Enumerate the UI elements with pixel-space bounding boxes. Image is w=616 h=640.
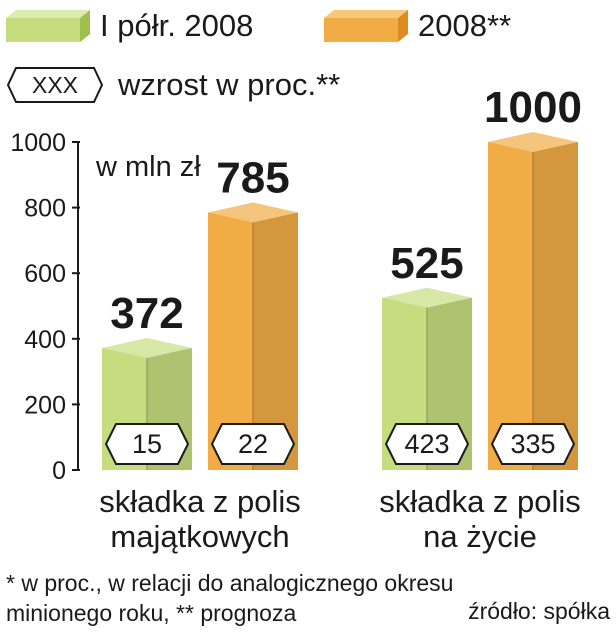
growth-badge-shape [384, 423, 470, 465]
bar-face-right [533, 142, 578, 470]
category-label: majątkowych [110, 519, 289, 554]
legend-label-series1: I półr. 2008 [100, 8, 254, 43]
growth-badge-label: 335 [510, 429, 555, 459]
footnote-line1: * w proc., w relacji do analogicznego ok… [6, 570, 454, 596]
legend-series2: 2008** [324, 8, 511, 44]
bar-top [208, 202, 298, 223]
growth-badge: 22 [210, 423, 296, 465]
legend-label-series2: 2008** [418, 8, 512, 43]
y-tick-label: 1000 [10, 129, 66, 157]
y-tick-label: 200 [24, 391, 66, 419]
growth-badge: 423 [384, 423, 470, 465]
bar-face-left [488, 142, 533, 470]
growth-badge: 15 [104, 423, 190, 465]
legend-label-growth: wzrost w proc.** [118, 67, 341, 102]
legend-growth: XXX wzrost w proc.** [6, 66, 340, 104]
category-label: na życie [423, 519, 537, 554]
growth-badge-label: 15 [132, 429, 162, 459]
growth-badge-shape [104, 423, 190, 465]
growth-badge-shape [490, 423, 576, 465]
data-label: 372 [110, 289, 183, 338]
y-tick-label: 400 [24, 326, 66, 354]
category-label: składka z polis [379, 484, 581, 519]
bar-top [382, 287, 472, 308]
growth-badge-label: 22 [238, 429, 268, 459]
legend-growth-badge-text: XXX [32, 72, 78, 98]
bar [488, 132, 578, 470]
legend-swatch-series2 [324, 10, 408, 42]
footnote-line2: minionego roku, ** prognoza [6, 600, 297, 626]
bars: 372 15 525 423 785 22 1000 335 [102, 83, 582, 470]
y-tick-label: 600 [24, 260, 66, 288]
bar-top [488, 132, 578, 152]
legend-growth-badge: XXX [6, 67, 104, 103]
data-label: 1000 [484, 83, 582, 132]
data-label: 525 [390, 239, 463, 288]
growth-badge: 335 [490, 423, 576, 465]
unit-label: w mln zł [95, 151, 201, 183]
legend-swatch-series1 [6, 10, 90, 42]
legend-series1: I półr. 2008 [6, 8, 253, 44]
growth-badge-shape [210, 423, 296, 465]
y-tick-label: 0 [52, 457, 66, 485]
footnote: * w proc., w relacji do analogicznego ok… [6, 568, 612, 628]
y-axis: 0 200 400 600 800 1000 [10, 129, 80, 485]
data-label: 785 [216, 154, 289, 203]
source-label: źródło: spółka [468, 598, 610, 624]
y-tick-label: 800 [24, 195, 66, 223]
bar-top [102, 337, 192, 358]
bar-chart: 0 200 400 600 800 1000 w mln zł 372 15 525 423 78… [10, 83, 582, 554]
growth-badge-label: 423 [404, 429, 449, 459]
category-label: składka z polis [99, 484, 301, 519]
